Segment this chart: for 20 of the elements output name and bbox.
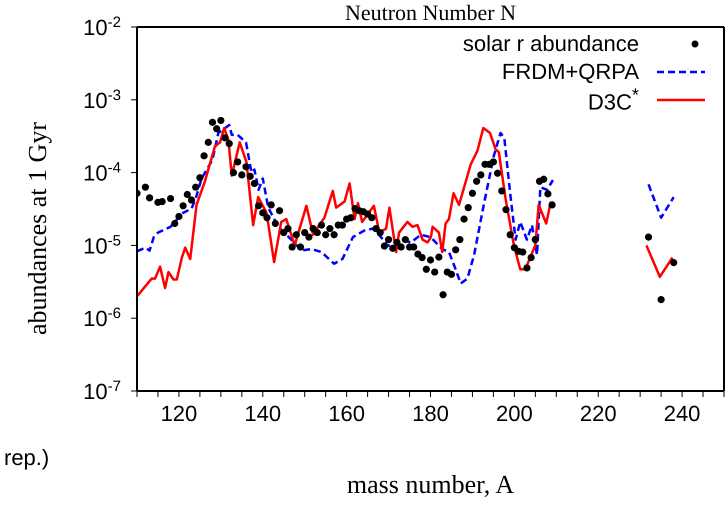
x-tick-label: 220 xyxy=(580,401,617,426)
text: rep.) xyxy=(4,445,50,470)
chart-title: Neutron Number N xyxy=(344,0,516,25)
y-tick-label: 10$^{-3}$ xyxy=(83,86,121,113)
legend-label: solar r abundance xyxy=(462,31,639,57)
y-axis-title: abundances at 1 Gyr xyxy=(23,122,52,335)
x-tick-label: 200 xyxy=(496,401,533,426)
y-tick-label: 10$^{-4}$ xyxy=(83,159,121,186)
x-tick-label: 120 xyxy=(160,401,198,426)
y-tick-label: 10$^{-7}$ xyxy=(83,378,121,404)
y-tick-label: 10$^{-5}$ xyxy=(83,232,121,258)
legend-label: FRDM+QRPA xyxy=(502,59,639,85)
x-tick-label: 140 xyxy=(244,401,282,426)
y-tick-label: 10$^{-6}$ xyxy=(83,304,121,332)
legend-label: D3C$^{*}$ xyxy=(588,84,639,116)
x-axis-title: mass number, A xyxy=(346,470,514,499)
x-tick-label: 160 xyxy=(328,401,365,426)
y-tick-label: 10$^{-2}$ xyxy=(83,14,121,40)
x-tick-label: 180 xyxy=(412,401,449,426)
x-tick-label: 240 xyxy=(664,401,700,426)
